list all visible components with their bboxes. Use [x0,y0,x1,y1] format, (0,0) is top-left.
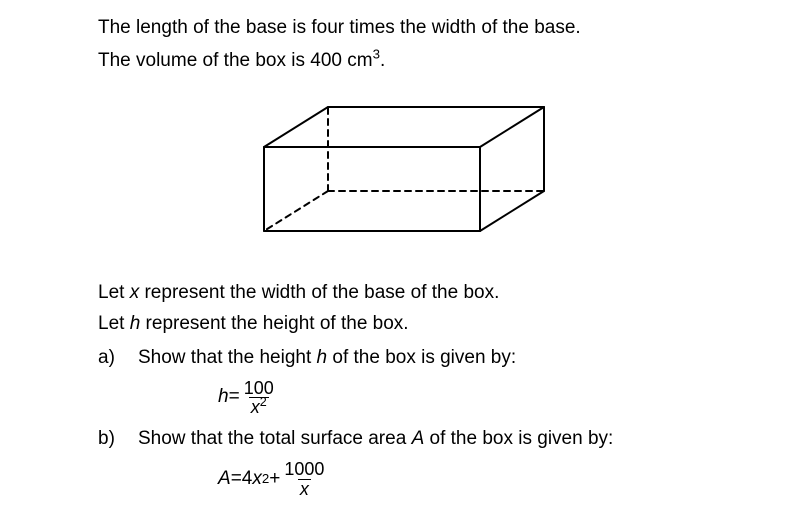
part-b-label: b) [98,425,138,454]
part-a-var: h [317,347,328,368]
eq-a-den: x2 [249,397,269,417]
equation-a: h = 100 x2 [218,379,278,418]
eq-b-frac: 1000 x [282,460,326,499]
statement-2-text-a: The volume of the box is 400 cm [98,50,373,71]
part-a-label: a) [98,344,138,373]
eq-b-term1-var: x [252,469,262,490]
let2-b: represent the height of the box. [140,313,408,334]
eq-b-lhs: A [218,469,231,490]
eq-a-num: 100 [242,379,276,398]
eq-b-eq: = [231,469,242,490]
part-b-var: A [412,428,425,449]
let2-a: Let [98,313,130,334]
part-b: b) Show that the total surface area A of… [98,425,702,454]
let1-var: x [130,282,140,303]
part-a-body: Show that the height h of the box is giv… [138,344,702,373]
statement-2-sup: 3 [373,46,380,61]
statement-2: The volume of the box is 400 cm3. [98,47,702,76]
let1-a: Let [98,282,130,303]
eq-b-term1-coef: 4 [242,469,253,490]
eq-a-den-sup: 2 [260,395,267,409]
eq-b-plus: + [269,469,280,490]
eq-a-lhs: h [218,387,229,408]
statement-1: The length of the base is four times the… [98,14,702,43]
let-line-2: Let h represent the height of the box. [98,310,702,339]
question-page: The length of the base is four times the… [0,0,800,499]
part-a-text-b: of the box is given by: [327,347,516,368]
equation-b-line: A = 4x2 + 1000 x [98,460,702,499]
eq-a-frac: 100 x2 [242,379,276,418]
let1-b: represent the width of the base of the b… [139,282,499,303]
part-b-text-b: of the box is given by: [424,428,613,449]
statement-1-text: The length of the base is four times the… [98,17,581,38]
equation-a-line: h = 100 x2 [98,379,702,418]
cuboid-figure [240,85,560,265]
equation-b: A = 4x2 + 1000 x [218,460,328,499]
part-a: a) Show that the height h of the box is … [98,344,702,373]
eq-a-den-var: x [251,397,260,417]
eq-a-eq: = [229,387,240,408]
part-a-text-a: Show that the height [138,347,317,368]
let-line-1: Let x represent the width of the base of… [98,279,702,308]
part-b-body: Show that the total surface area A of th… [138,425,702,454]
let2-var: h [130,313,141,334]
figure-container [98,85,702,265]
part-b-text-a: Show that the total surface area [138,428,412,449]
statement-2-text-b: . [380,50,385,71]
eq-b-num: 1000 [282,460,326,479]
eq-b-den: x [298,479,311,499]
